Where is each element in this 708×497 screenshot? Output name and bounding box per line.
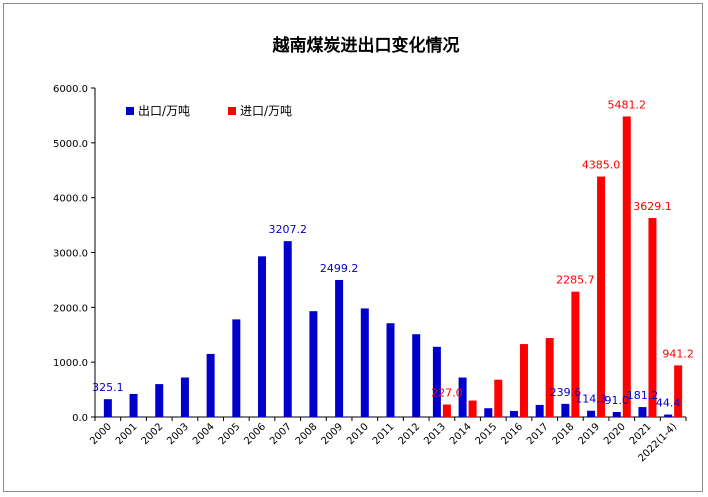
- legend-label-import: 进口/万吨: [240, 104, 292, 118]
- y-tick-label: 6000.0: [53, 84, 88, 95]
- x-tick-label: 2016: [499, 421, 525, 447]
- x-tick-label: 2017: [525, 421, 551, 447]
- y-tick-label: 3000.0: [53, 249, 88, 260]
- x-tick-label: 2014: [448, 421, 474, 447]
- bar-export: [103, 399, 112, 417]
- bar-export: [612, 412, 621, 417]
- bar-import: [468, 400, 477, 417]
- data-label-export: 325.1: [92, 381, 124, 394]
- x-tick-label: 2015: [474, 421, 500, 447]
- data-label-export: 181.2: [627, 389, 659, 402]
- x-tick-label: 2012: [397, 421, 423, 447]
- legend-label-export: 出口/万吨: [138, 104, 190, 118]
- bar-import: [674, 365, 683, 417]
- x-tick-label: 2001: [114, 421, 140, 447]
- bar-export: [412, 334, 421, 417]
- bar-export: [155, 384, 164, 417]
- x-tick-label: 2006: [242, 421, 268, 447]
- x-tick-label: 2020: [602, 421, 628, 447]
- x-tick-label: 2011: [371, 421, 397, 447]
- bar-export: [458, 377, 467, 417]
- data-labels: 325.1 3207.2 2499.2 239.6114.391.0181.244.4…: [92, 98, 694, 409]
- x-tick-label: 2013: [422, 421, 448, 447]
- bar-import: [597, 176, 606, 417]
- x-tick-label: 2003: [165, 421, 191, 447]
- y-tick-label: 5000.0: [53, 139, 88, 150]
- bar-export: [386, 323, 395, 417]
- bar-export: [432, 346, 441, 417]
- bar-export: [664, 414, 673, 417]
- chart-title: 越南煤炭进出口变化情况: [272, 35, 460, 56]
- x-tick-label: 2002: [140, 421, 166, 447]
- bar-export: [232, 319, 241, 417]
- bar-export: [283, 241, 292, 417]
- y-tick-label: 0.0: [72, 413, 88, 424]
- data-label-export: 44.4: [656, 397, 681, 410]
- bar-export: [561, 403, 570, 417]
- data-label-import: 941.2: [662, 347, 694, 360]
- legend-swatch-export: [126, 107, 134, 115]
- y-tick-label: 1000.0: [53, 358, 88, 369]
- x-tick-label: 2009: [319, 421, 345, 447]
- bar-import: [494, 379, 503, 417]
- y-tick-label: 2000.0: [53, 303, 88, 314]
- bar-export: [587, 410, 596, 417]
- bar-import: [648, 218, 657, 417]
- legend-swatch-import: [228, 107, 236, 115]
- bar-export: [335, 279, 344, 417]
- bar-export: [484, 408, 493, 417]
- bar-export: [180, 377, 189, 417]
- bar-import: [622, 116, 631, 417]
- legend: 出口/万吨 进口/万吨: [126, 104, 292, 118]
- data-label-import: 4385.0: [582, 159, 621, 172]
- x-tick-label: 2008: [294, 421, 320, 447]
- data-label-import: 5481.2: [608, 98, 647, 111]
- bar-import: [442, 404, 451, 417]
- y-tick-label: 4000.0: [53, 194, 88, 205]
- bar-export: [638, 407, 647, 417]
- data-label-export: 2499.2: [320, 262, 359, 275]
- x-tick-label: 2004: [191, 421, 217, 447]
- bars: [103, 116, 683, 417]
- bar-export: [309, 311, 318, 417]
- bar-export: [206, 353, 215, 417]
- data-label-import: 227.0: [431, 387, 463, 400]
- bar-export: [360, 308, 369, 417]
- bar-export: [509, 410, 518, 417]
- bar-import: [519, 344, 528, 417]
- x-tick-label: 2005: [217, 421, 243, 447]
- bar-export: [535, 404, 544, 417]
- data-label-import: 3629.1: [633, 200, 672, 213]
- data-label-export: 3207.2: [268, 223, 307, 236]
- data-label-export: 114.3: [575, 393, 607, 406]
- x-tick-label: 2007: [268, 421, 294, 447]
- data-label-export: 239.6: [550, 386, 582, 399]
- bar-import: [571, 291, 580, 417]
- bar-export: [258, 256, 267, 417]
- bar-export: [129, 393, 138, 417]
- bar-import: [545, 338, 554, 417]
- bar-chart: 越南煤炭进出口变化情况 0.0 1000.0 2000.0 3000.0 4000.0 5…: [53, 35, 694, 464]
- data-label-export: 91.0: [605, 394, 630, 407]
- data-label-import: 2285.7: [556, 274, 595, 287]
- x-tick-label: 2010: [345, 421, 371, 447]
- chart-frame: 越南煤炭进出口变化情况 0.0 1000.0 2000.0 3000.0 4000.0 5…: [3, 3, 703, 492]
- x-tick-label: 2019: [576, 421, 602, 447]
- x-tick-label: 2018: [551, 421, 577, 447]
- x-tick-label: 2000: [88, 421, 114, 447]
